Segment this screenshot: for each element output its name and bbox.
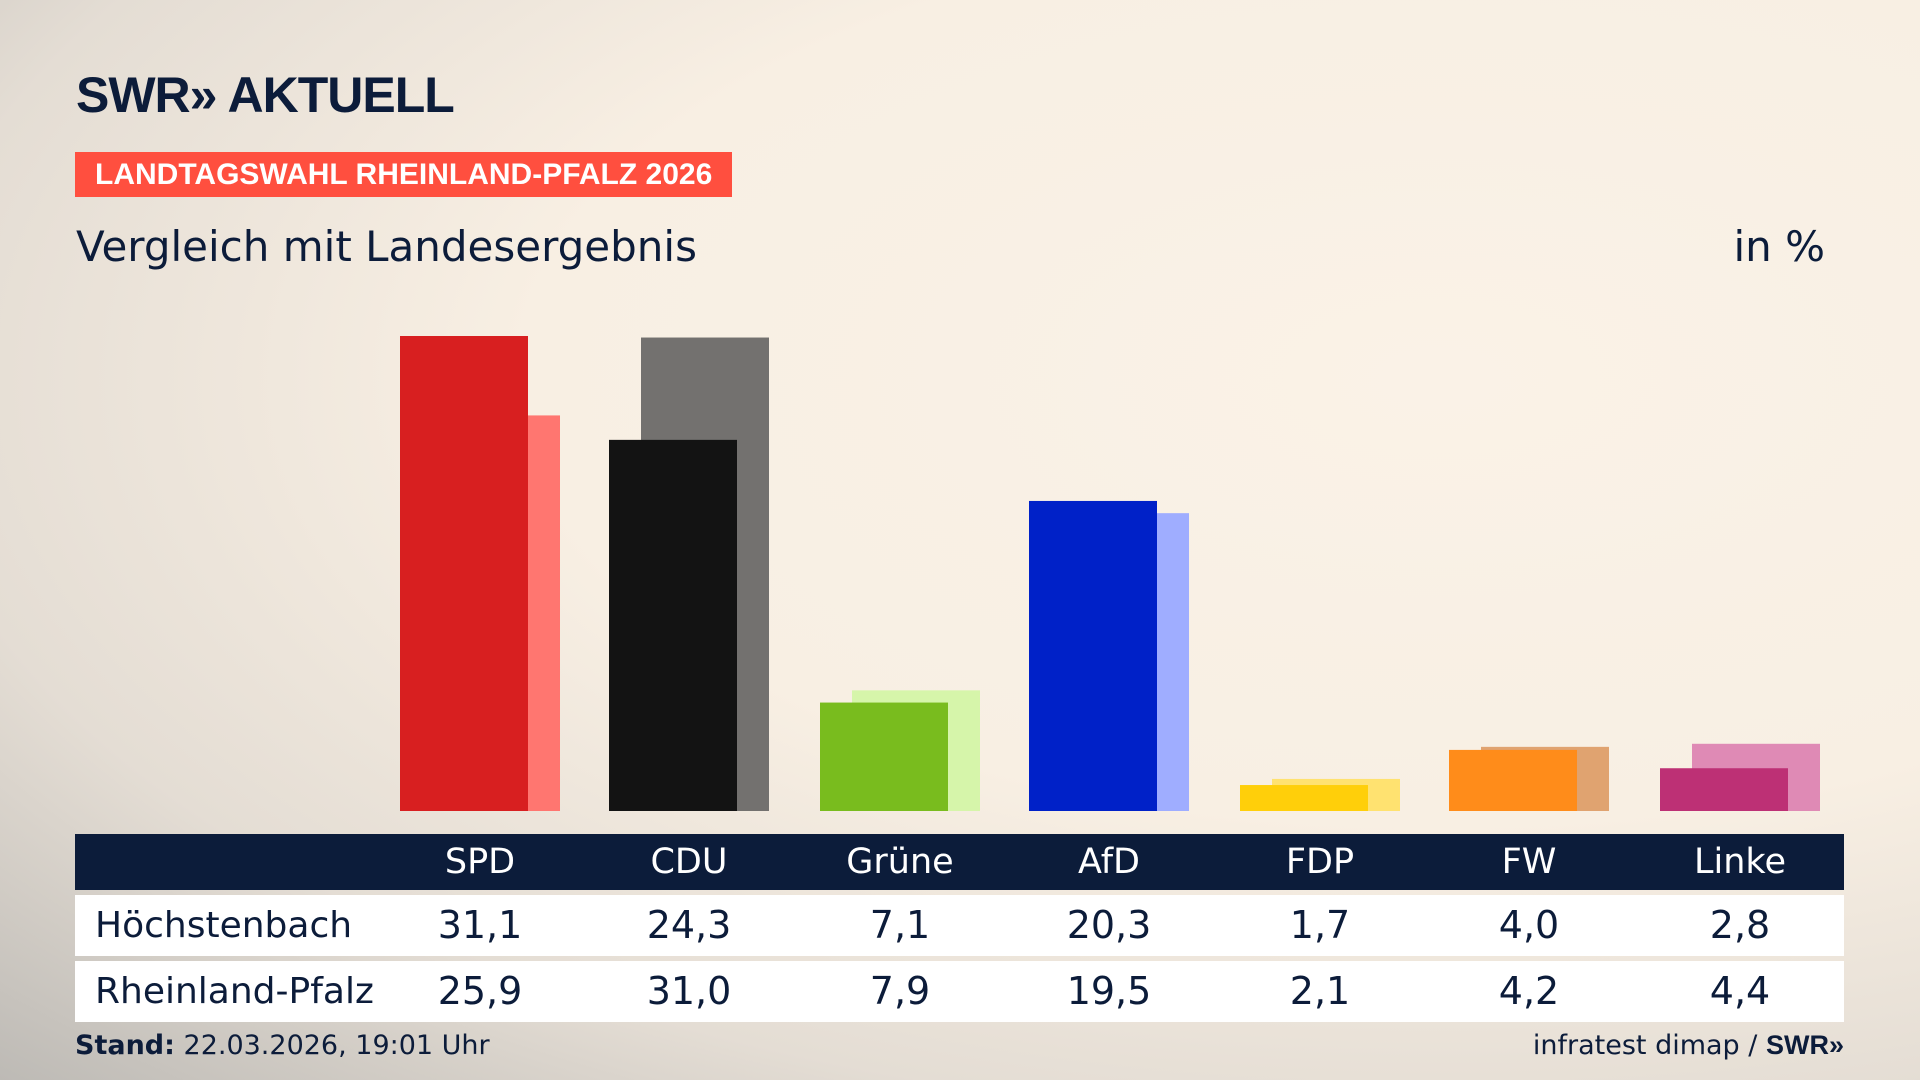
column-header: SPD bbox=[444, 842, 516, 882]
data-label: 4,4 bbox=[1709, 969, 1771, 1013]
stand-label: Stand: bbox=[75, 1030, 175, 1061]
bar-fdp-local bbox=[1240, 785, 1368, 811]
row-label: Rheinland-Pfalz bbox=[95, 971, 374, 1012]
data-label: 25,9 bbox=[437, 969, 523, 1013]
bar-grüne-local bbox=[820, 702, 948, 811]
data-label: 7,1 bbox=[869, 903, 931, 947]
bar-linke-local bbox=[1660, 768, 1788, 811]
swr-aktuell-logo: SWR» AKTUELL bbox=[76, 67, 455, 123]
bar-fw-local bbox=[1449, 749, 1577, 811]
source-text: infratest dimap / bbox=[1532, 1030, 1758, 1061]
results-table: SPD CDU Grüne AfD FDP FW Linke Höchstenbach 31… bbox=[75, 834, 1844, 1022]
column-header: CDU bbox=[650, 842, 728, 882]
table-row: Höchstenbach 31,1 24,3 7,1 20,3 1,7 4,0 2,8 bbox=[75, 895, 1844, 956]
data-label: 20,3 bbox=[1066, 903, 1152, 947]
data-label: 4,2 bbox=[1498, 969, 1560, 1013]
data-label: 7,9 bbox=[869, 969, 931, 1013]
data-label: 4,0 bbox=[1498, 903, 1560, 947]
data-label: 31,1 bbox=[437, 903, 523, 947]
bar-chart bbox=[400, 336, 1820, 811]
table-row: Rheinland-Pfalz 25,9 31,0 7,9 19,5 2,1 4,2 4,4 bbox=[75, 961, 1844, 1022]
data-label: 24,3 bbox=[646, 903, 732, 947]
column-header: Grüne bbox=[846, 842, 954, 882]
unit-label: in % bbox=[1733, 222, 1825, 271]
bar-afd-local bbox=[1029, 500, 1157, 811]
data-label: 31,0 bbox=[646, 969, 732, 1013]
bar-cdu-local bbox=[609, 439, 737, 811]
timestamp: Stand: 22.03.2026, 19:01 Uhr bbox=[75, 1030, 490, 1061]
column-header: Linke bbox=[1694, 842, 1786, 882]
table-header: SPD CDU Grüne AfD FDP FW Linke bbox=[75, 834, 1844, 890]
data-label: 2,8 bbox=[1709, 903, 1771, 947]
column-header: AfD bbox=[1078, 842, 1140, 882]
stand-value: 22.03.2026, 19:01 Uhr bbox=[183, 1030, 490, 1061]
chart-subtitle: Vergleich mit Landesergebnis bbox=[76, 222, 697, 271]
column-header: FDP bbox=[1285, 842, 1355, 882]
data-label: 2,1 bbox=[1289, 969, 1351, 1013]
swr-logo: SWR» bbox=[1765, 1030, 1844, 1060]
source: infratest dimap / SWR» bbox=[1533, 1030, 1844, 1061]
data-label: 1,7 bbox=[1289, 903, 1351, 947]
election-banner: LANDTAGSWAHL RHEINLAND-PFALZ 2026 bbox=[75, 152, 733, 197]
bar-spd-local bbox=[400, 336, 528, 811]
row-label: Höchstenbach bbox=[95, 905, 353, 946]
column-header: FW bbox=[1501, 842, 1557, 882]
data-label: 19,5 bbox=[1066, 969, 1152, 1013]
